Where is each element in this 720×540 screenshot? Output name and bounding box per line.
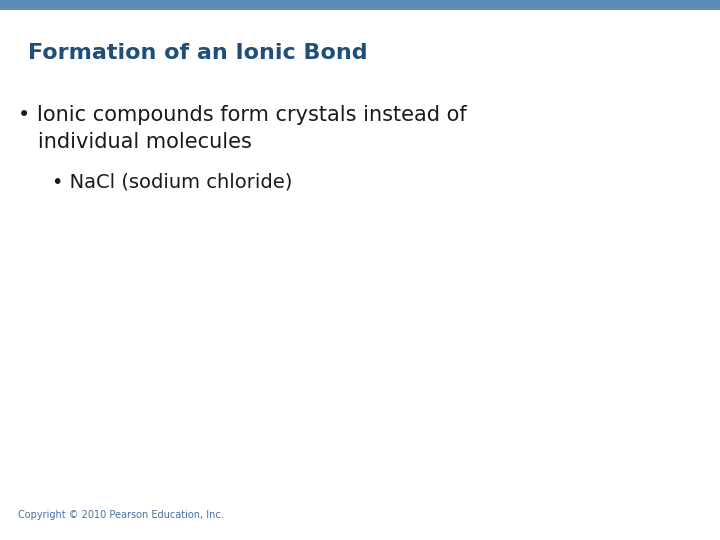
Bar (0, 0, 720, 10)
Text: • Ionic compounds form crystals instead of: • Ionic compounds form crystals instead … (18, 105, 467, 125)
Text: • NaCl (sodium chloride): • NaCl (sodium chloride) (52, 172, 292, 191)
Text: Copyright © 2010 Pearson Education, Inc.: Copyright © 2010 Pearson Education, Inc. (18, 510, 224, 520)
Text: individual molecules: individual molecules (18, 132, 252, 152)
Text: Formation of an Ionic Bond: Formation of an Ionic Bond (28, 43, 368, 63)
